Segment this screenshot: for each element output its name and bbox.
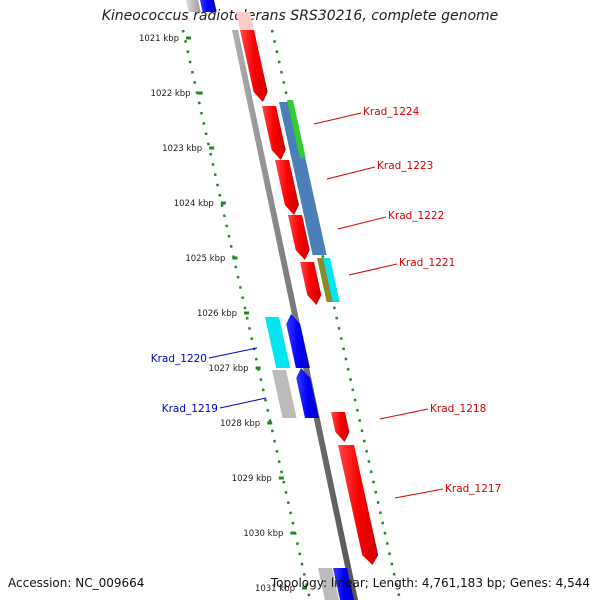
ruler-tick-label: 1027 kbp [209, 364, 249, 374]
ruler-tick-label: 1022 kbp [151, 89, 191, 99]
gene-arrow-blue[interactable] [286, 314, 310, 368]
page-title: Kineococcus radiotolerans SRS30216, comp… [101, 8, 499, 24]
gene-arrow-blue[interactable] [200, 0, 217, 12]
gene-arrow-blue[interactable] [296, 368, 319, 418]
gene-label-leader-line [379, 408, 429, 420]
feature-band-steelblue[interactable] [279, 102, 327, 255]
gene-label-leader-line [219, 397, 267, 409]
gene-label-leader-line [348, 263, 398, 276]
feature-band-olive[interactable] [317, 258, 334, 302]
gene-arrow-red[interactable] [331, 412, 350, 442]
ruler-tick-label: 1024 kbp [174, 199, 214, 209]
gene-label[interactable]: Krad_1222 [388, 210, 444, 222]
gene-arrow-red[interactable] [275, 160, 299, 215]
gene-label[interactable]: Krad_1217 [445, 483, 501, 495]
genome-summary-text: Topology: linear; Length: 4,761,183 bp; … [270, 576, 590, 590]
gene-arrow-red[interactable] [300, 262, 322, 305]
gene-label[interactable]: Krad_1220 [151, 353, 207, 365]
gene-label-leader-line [313, 112, 362, 125]
feature-band-cyan[interactable] [323, 258, 340, 302]
gene-arrow-red[interactable] [240, 30, 268, 102]
gene-label-leader-line [326, 166, 376, 180]
genome-backbone [232, 30, 358, 600]
feature-band-cyan-left[interactable] [265, 317, 291, 368]
ruler-tick-label: 1021 kbp [139, 34, 179, 44]
feature-layer [265, 100, 340, 600]
ruler: 1021 kbp 1022 kbp 1023 kbp 1024 kbp 1025 kbp… [139, 34, 307, 594]
backbone-line [232, 30, 358, 600]
gene-arrow-blue[interactable] [333, 568, 355, 600]
accession-text: Accession: NC_009664 [8, 576, 145, 590]
gene-layer [186, 0, 379, 600]
gene-label[interactable]: Krad_1224 [363, 106, 420, 118]
gene-arrow-gray[interactable] [186, 0, 201, 12]
gene-arrow-red[interactable] [262, 106, 286, 160]
gene-arrow-red[interactable] [288, 215, 310, 260]
gene-label-layer: Krad_1224 Krad_1223 Krad_1222 Krad_1221 Krad… [151, 106, 501, 499]
gene-label[interactable]: Krad_1218 [430, 403, 486, 415]
ruler-tick-label: 1030 kbp [243, 529, 283, 539]
ruler-tick-label: 1031 kbp [255, 584, 295, 594]
gene-label-leader-line [208, 347, 258, 359]
gene-label-leader-line [394, 488, 444, 499]
ruler-tick-label: 1026 kbp [197, 309, 237, 319]
gene-label[interactable]: Krad_1223 [377, 160, 433, 172]
ruler-tick-label: 1028 kbp [220, 419, 260, 429]
ruler-tick-label: 1023 kbp [162, 144, 202, 154]
gene-label[interactable]: Krad_1221 [399, 257, 455, 269]
gene-label-leader-line [337, 216, 387, 230]
gene-arrow-pink[interactable] [236, 12, 254, 30]
gene-label[interactable]: Krad_1219 [162, 403, 218, 415]
feature-band-gray-left[interactable] [272, 370, 297, 418]
ruler-tick-label: 1029 kbp [232, 474, 272, 484]
feature-band-green[interactable] [287, 100, 306, 158]
gene-arrow-red[interactable] [338, 445, 379, 565]
ruler-tick-label: 1025 kbp [185, 254, 225, 264]
feature-band-gray-top[interactable] [318, 568, 340, 600]
